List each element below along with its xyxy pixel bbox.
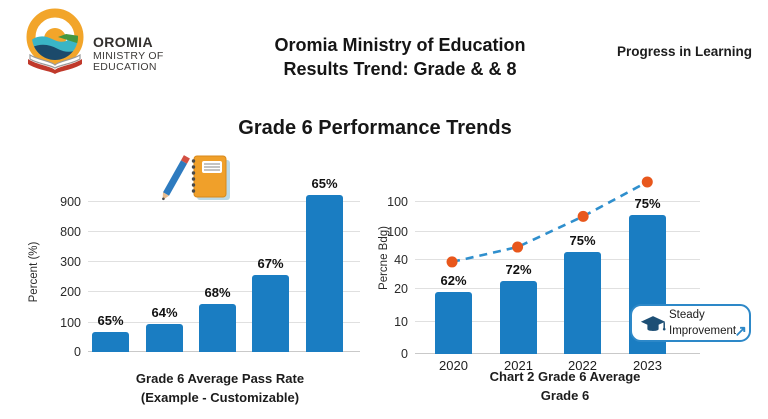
grade6-yearly-average-bar-chart: 0 10 20 40 100 100 62% 2020 72% 2021 75% 2022 75% 202… [387,168,700,373]
y-axis-tick-label: 900 [60,194,81,209]
section-title: Grade 6 Performance Trends [238,117,512,139]
y-axis-tick-label: 10 [394,315,408,330]
right-chart-caption-line2: Grade 6 [540,387,590,403]
gridline [88,291,360,292]
trend-marker-dot [641,176,653,188]
x-axis-tick-label: 2021 [504,358,533,373]
y-axis-tick-label: 100 [387,195,408,210]
gridline [415,287,700,289]
y-axis-tick-label: 100 [60,316,81,331]
logo-wordmark: OROMIA MINISTRY OF EDUCATION [93,34,164,74]
badge-line1: Steady [669,309,705,321]
progress-in-learning-label: Progress in Learning [616,44,752,59]
bar [435,291,472,354]
badge-line2: Improvement [669,324,737,337]
bar-value-label: 64% [151,305,178,320]
bar-value-label: 75% [569,232,596,248]
gridline [88,261,360,263]
x-axis-tick-label: 2022 [568,358,597,373]
x-axis-tick-label: 2023 [633,358,662,373]
y-axis-tick-label: 40 [394,253,408,268]
gridline [415,352,700,354]
trend-dashed-line [451,180,648,264]
trend-marker-dot [577,210,589,222]
right-chart-caption: Chart 2 Grade 6 Average Grade 6 [425,368,705,406]
bar [146,324,183,352]
bar-value-label: 75% [634,195,661,211]
notebook-icon [191,155,230,200]
left-chart-caption: Grade 6 Average Pass Rate (Example - Cus… [70,370,370,408]
gridline [88,200,360,202]
slide-title: Oromia Ministry of Education Results Tre… [200,33,600,82]
bar [500,281,537,354]
bar-value-label: 67% [257,256,284,272]
trend-marker-dot [446,256,458,268]
steady-improvement-text: Steady Improvement [669,308,736,339]
steady-improvement-badge: Steady Improvement ↗ [630,304,751,342]
logo-line2: MINISTRY OF [93,49,164,62]
bar [252,275,289,352]
bar [92,332,129,352]
right-chart-caption-line1: Chart 2 Grade 6 Average [489,369,641,384]
gridline [88,231,360,232]
trend-marker-dot [512,241,524,253]
gridline [415,231,700,233]
y-axis-tick-label: 100 [387,225,408,240]
slide-title-line1: Oromia Ministry of Education [274,35,526,55]
trend-up-arrow-icon: ↗ [734,323,747,340]
pencil-and-notebook-icon [162,155,230,201]
left-chart-y-axis-label: Percent (%) [28,241,40,303]
y-axis-tick-label: 0 [74,345,81,359]
left-chart-caption-line2: (Example - Customizable) [140,389,300,405]
oromia-education-logo-icon [26,8,84,74]
x-axis-tick-label: 2020 [439,358,468,373]
bar-value-label: 65% [97,313,124,328]
y-axis-tick-label: 300 [60,255,81,270]
y-axis-tick-label: 20 [394,281,408,296]
grade6-pass-rate-bar-chart: 0 100 200 300 800 900 65% 64% 68% 67% 65% [60,176,360,359]
left-chart-caption-line1: Grade 6 Average Pass Rate [135,371,305,386]
bar [306,195,343,352]
bar [199,304,236,352]
bar [564,251,601,354]
logo-line1: OROMIA [93,34,153,50]
bar-value-label: 68% [204,285,231,300]
trend-line-overlay [446,176,653,268]
logo-line3: EDUCATION [93,61,157,74]
bar-value-label: 65% [311,176,338,192]
y-axis-tick-label: 800 [60,225,81,239]
bar-value-label: 72% [505,262,532,278]
y-axis-tick-label: 0 [401,347,408,361]
slide-title-line2: Results Trend: Grade & & 8 [283,59,517,80]
graduation-cap-icon [640,316,666,331]
gridline [415,259,700,261]
bar-value-label: 62% [440,272,467,288]
gridline [415,321,700,323]
gridline [415,201,700,203]
y-axis-tick-label: 200 [60,285,81,299]
pencil-icon [162,155,190,201]
